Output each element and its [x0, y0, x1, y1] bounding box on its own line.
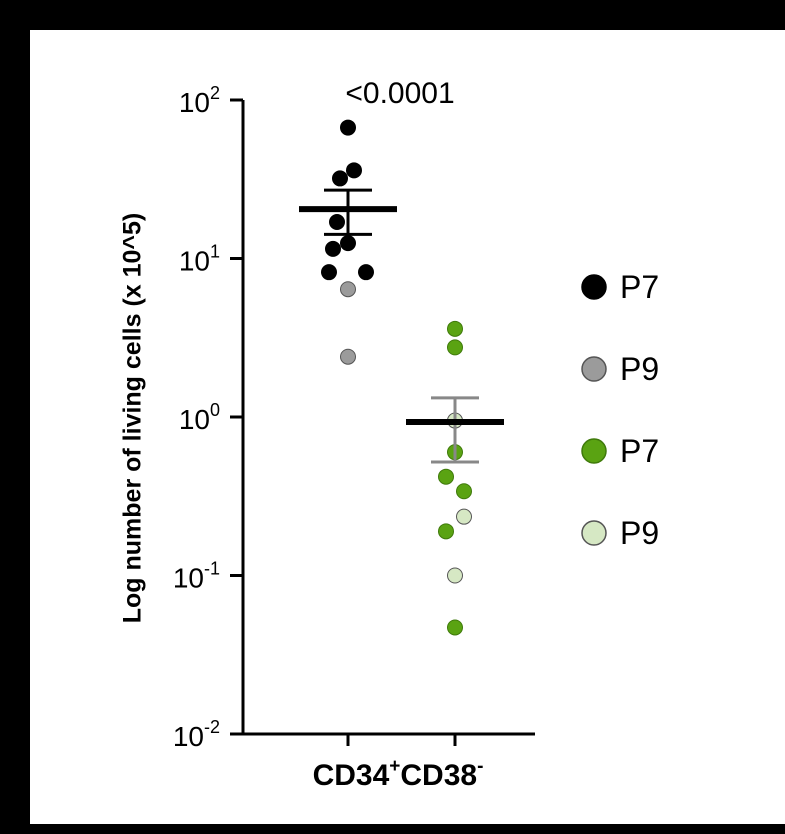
legend: P7 P9 P7 P9 [581, 269, 659, 551]
legend-marker-3 [581, 520, 607, 546]
data-point-g1-6 [321, 264, 337, 281]
data-point-g2-9 [447, 619, 463, 636]
data-point-g1-7 [358, 264, 374, 281]
group-1 [299, 119, 397, 365]
data-point-g1-5 [325, 240, 341, 257]
data-point-g1-3 [329, 213, 345, 230]
data-point-g2-5 [456, 483, 472, 500]
y-tick-label-4: 10-2 [173, 717, 220, 752]
data-point-g2-1 [447, 339, 463, 356]
p-value-label: <0.0001 [345, 77, 454, 110]
y-tick-label-3: 10-1 [173, 559, 220, 594]
data-point-g1-1 [346, 162, 362, 179]
legend-marker-2 [581, 438, 607, 464]
data-point-g2-8 [447, 567, 463, 584]
y-axis-title: Log number of living cells (x 10^5) [119, 213, 147, 624]
chart-frame: 102 101 100 10-1 10-2 Log number of living c… [30, 30, 785, 824]
group-2 [406, 320, 504, 636]
legend-label-2: P7 [620, 433, 659, 469]
data-point-g1-8 [340, 281, 356, 298]
legend-label-3: P9 [620, 515, 659, 551]
y-tick-label-1: 101 [179, 242, 220, 277]
data-point-g2-4 [438, 468, 454, 485]
legend-label-0: P7 [620, 269, 659, 305]
data-point-g2-0 [447, 320, 463, 337]
data-point-g1-4 [340, 235, 356, 252]
data-point-g1-2 [332, 170, 348, 187]
y-tick-label-2: 100 [179, 400, 220, 435]
data-point-g1-9 [340, 348, 356, 365]
legend-label-1: P9 [620, 351, 659, 387]
legend-marker-1 [581, 356, 607, 382]
legend-marker-0 [581, 274, 607, 300]
x-category-label: CD34+CD38- [313, 756, 484, 792]
y-ticks: 102 101 100 10-1 10-2 [173, 83, 243, 752]
chart-svg: 102 101 100 10-1 10-2 Log number of living c… [119, 77, 660, 792]
data-point-g1-0 [340, 119, 356, 136]
data-groups [299, 119, 504, 636]
data-point-g2-6 [456, 508, 472, 525]
y-tick-label-0: 102 [179, 83, 220, 118]
data-point-g2-7 [438, 523, 454, 540]
